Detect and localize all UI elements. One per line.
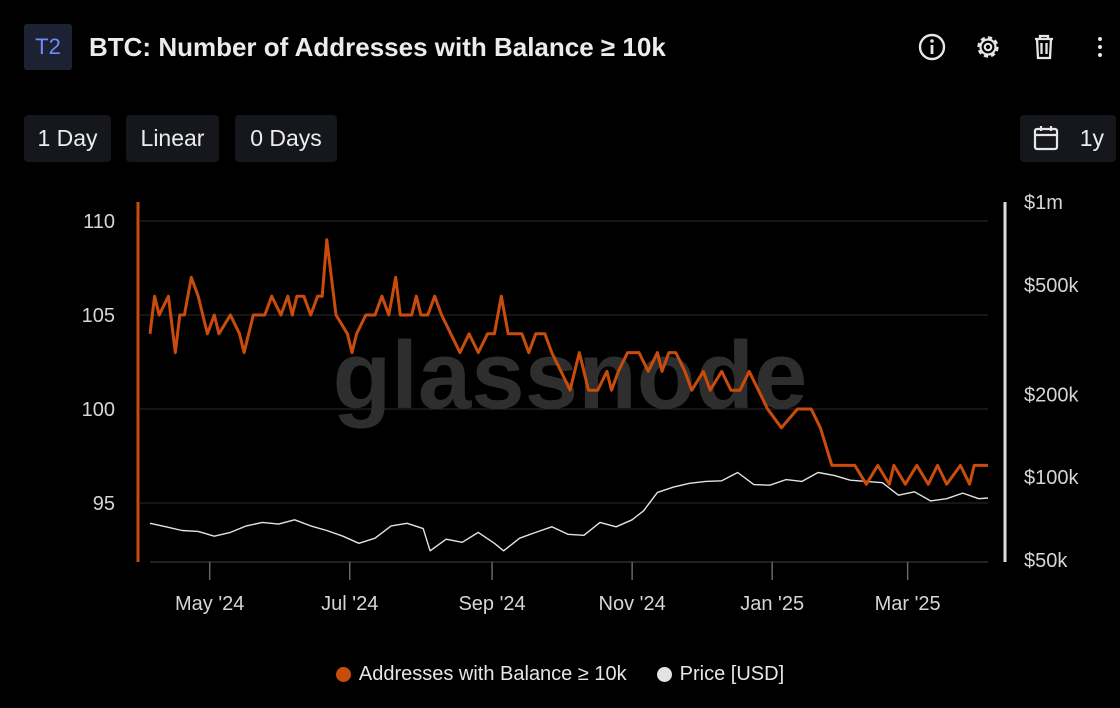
legend-label-price: Price [USD] [679, 663, 785, 685]
legend-item-price[interactable]: Price [USD] [656, 663, 785, 686]
chart-title: BTC: Number of Addresses with Balance ≥ … [89, 32, 666, 62]
right-tick-label: $500k [1024, 275, 1079, 297]
legend-item-addresses[interactable]: Addresses with Balance ≥ 10k [335, 663, 627, 686]
info-icon[interactable] [915, 30, 949, 64]
more-vertical-icon[interactable] [1083, 30, 1117, 64]
gear-icon[interactable] [971, 30, 1005, 64]
calendar-icon [1033, 126, 1059, 151]
right-tick-label: $1m [1024, 192, 1063, 214]
left-tick-label: 95 [93, 493, 115, 515]
x-tick-label: Jul '24 [321, 593, 378, 615]
chart-header: T2 BTC: Number of Addresses with Balance… [24, 24, 1120, 70]
right-tick-label: $100k [1024, 467, 1079, 489]
range-button[interactable]: 1y [1020, 115, 1116, 162]
left-tick-label: 100 [82, 399, 115, 421]
x-tick-label: Jan '25 [740, 593, 804, 615]
watermark: glassnode [333, 322, 808, 429]
addresses-line [148, 238, 988, 486]
right-axis: $1m $500k $200k $100k $50k [1003, 192, 1079, 572]
x-tick-label: Nov '24 [599, 593, 666, 615]
addresses-dot-icon [335, 667, 351, 682]
price-dot-icon [656, 667, 672, 682]
chart-area: glassnode 110 105 100 95 $1m $500k $200k $100k… [82, 192, 1080, 615]
sma-button[interactable]: 0 Days [235, 115, 337, 162]
x-tick-label: Mar '25 [875, 593, 941, 615]
right-tick-label: $200k [1024, 384, 1079, 406]
x-tick-label: May '24 [175, 593, 244, 615]
resolution-button[interactable]: 1 Day [24, 115, 111, 162]
left-tick-label: 110 [83, 211, 115, 233]
left-tick-label: 105 [82, 305, 115, 327]
legend: Addresses with Balance ≥ 10k Price [USD] [0, 663, 1120, 686]
trash-icon[interactable] [1027, 30, 1061, 64]
x-tick-label: Sep '24 [458, 593, 525, 615]
series-layer [148, 238, 989, 552]
x-axis: May '24 Jul '24 Sep '24 Nov '24 Jan '25 Mar '… [150, 561, 988, 615]
tier-badge: T2 [24, 24, 72, 70]
legend-label-addresses: Addresses with Balance ≥ 10k [358, 663, 627, 685]
scale-button[interactable]: Linear [126, 115, 219, 162]
price-line [149, 471, 989, 552]
right-tick-label: $50k [1024, 550, 1068, 572]
range-label: 1y [1079, 125, 1104, 151]
left-axis: 110 105 100 95 [82, 202, 140, 562]
